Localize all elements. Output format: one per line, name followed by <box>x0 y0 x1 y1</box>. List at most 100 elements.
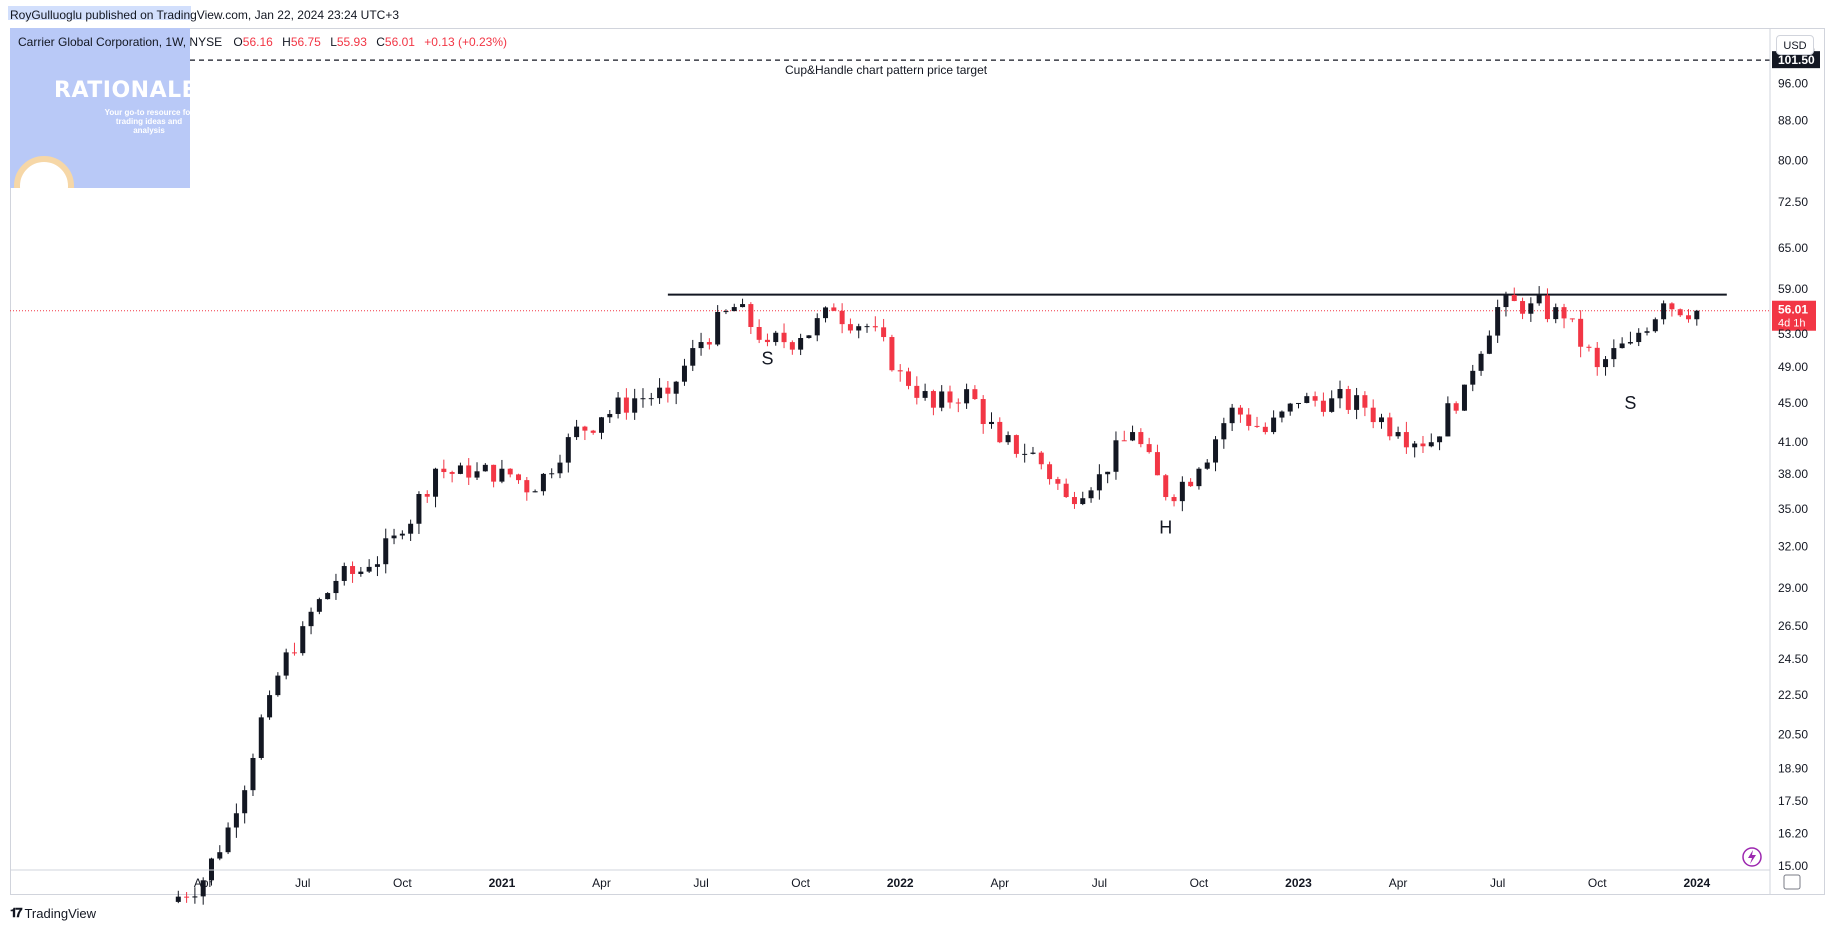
price-axis[interactable]: 104.0096.0088.0080.0072.5065.0059.0053.0… <box>1778 43 1815 873</box>
candle-body <box>1354 395 1360 410</box>
candle-body <box>1221 423 1227 440</box>
high-label: H <box>282 35 291 49</box>
candle-body <box>1005 435 1011 443</box>
candle-body <box>1163 475 1169 498</box>
candle-body <box>1038 452 1044 465</box>
candle-body <box>374 564 380 567</box>
candle-body <box>914 385 920 398</box>
candle-body <box>1461 384 1467 411</box>
candle-body <box>615 397 621 414</box>
candle-body <box>864 326 870 328</box>
candle-body <box>1121 440 1127 442</box>
time-axis[interactable]: Apr Jul Oct 2021 Apr Jul Oct 2022 Apr Jul Oct 2023 A… <box>10 869 1770 890</box>
candle-body <box>764 339 770 343</box>
candle-body <box>814 318 820 336</box>
low-label: L <box>330 35 337 49</box>
candle-body <box>1246 414 1252 426</box>
candle-body <box>208 858 214 881</box>
candle-body <box>540 473 546 492</box>
x-tick-label: Oct <box>1190 876 1209 890</box>
candle-body <box>1395 432 1401 437</box>
candle-body <box>565 437 571 463</box>
price-target-text: Cup&Handle chart pattern price target <box>785 63 988 77</box>
candle-body <box>1362 395 1368 408</box>
candle-body <box>1213 439 1219 463</box>
candle-body <box>1179 481 1185 502</box>
candle-body <box>1636 332 1642 343</box>
currency-button[interactable]: USD <box>1776 35 1814 55</box>
chart-frame <box>10 28 1825 895</box>
pattern-label-s: S <box>761 349 773 369</box>
close-label: C <box>376 35 385 49</box>
candle-body <box>1544 295 1550 320</box>
y-tick-label: 96.00 <box>1778 77 1808 91</box>
candle-body <box>1503 294 1509 308</box>
candle-body <box>922 391 928 398</box>
candle-body <box>516 474 522 481</box>
candle-body <box>1686 315 1692 320</box>
tradingview-brand[interactable]: 𝟏𝟕 TradingView <box>10 905 96 921</box>
x-tick-label: Apr <box>990 876 1009 890</box>
candle-body <box>1254 425 1260 427</box>
candle-body <box>1320 400 1326 412</box>
candle-body <box>1188 481 1194 487</box>
watermark-logo: RATIONALE Your go-to resource for tradin… <box>10 28 190 188</box>
candle-body <box>275 675 281 696</box>
candle-body <box>872 326 878 328</box>
candle-body <box>1370 407 1376 423</box>
publisher-line: RoyGulluoglu published on TradingView.co… <box>10 8 400 22</box>
candle-body <box>1171 497 1177 502</box>
symbol-legend[interactable]: Carrier Global Corporation, 1W, NYSE O56… <box>18 35 513 49</box>
candle-body <box>831 307 837 311</box>
candle-body <box>1470 370 1476 385</box>
candle-body <box>499 468 505 482</box>
candle-body <box>1453 403 1459 411</box>
last-price-badge <box>1772 300 1816 331</box>
candle-body <box>184 896 190 898</box>
candle-body <box>1586 346 1592 348</box>
candle-body <box>897 370 903 372</box>
y-tick-label: 38.00 <box>1778 467 1808 481</box>
candle-body <box>1594 347 1600 368</box>
candle-body <box>1553 307 1559 320</box>
candle-body <box>1520 301 1526 314</box>
candle-body <box>673 381 679 394</box>
candle-body <box>325 593 331 600</box>
symbol-title[interactable]: Carrier Global Corporation, 1W, NYSE <box>18 35 223 49</box>
candle-body <box>756 327 762 340</box>
candle-body <box>955 402 961 404</box>
candle-body <box>657 387 663 399</box>
candle-body <box>1661 303 1667 320</box>
candle-body <box>1627 342 1633 344</box>
candle-body <box>308 611 314 627</box>
candle-body <box>291 652 297 654</box>
candle-body <box>681 365 687 382</box>
candle-body <box>250 757 256 791</box>
candle-body <box>192 896 198 898</box>
candle-body <box>200 880 206 897</box>
candle-body <box>789 342 795 350</box>
candle-body <box>1445 403 1451 437</box>
candle-body <box>740 304 746 308</box>
candle-body <box>574 426 580 438</box>
candle-body <box>1412 443 1418 448</box>
high-value: 56.75 <box>290 35 321 49</box>
y-tick-label: 80.00 <box>1778 153 1808 167</box>
low-value: 55.93 <box>336 35 367 49</box>
candle-body <box>1262 426 1268 433</box>
candle-body <box>1403 432 1409 448</box>
candle-body <box>1271 417 1277 433</box>
x-tick-label: Oct <box>1588 876 1607 890</box>
candle-body <box>1130 432 1136 441</box>
candle-body <box>881 327 887 338</box>
candle-body <box>441 468 447 473</box>
candle-body <box>665 387 671 394</box>
candle-body <box>731 307 737 312</box>
y-tick-label: 49.00 <box>1778 360 1808 374</box>
candle-body <box>416 494 422 524</box>
y-tick-label: 17.50 <box>1778 794 1808 808</box>
candle-body <box>1096 474 1102 491</box>
candle-body <box>449 472 455 474</box>
candle-body <box>1088 490 1094 499</box>
